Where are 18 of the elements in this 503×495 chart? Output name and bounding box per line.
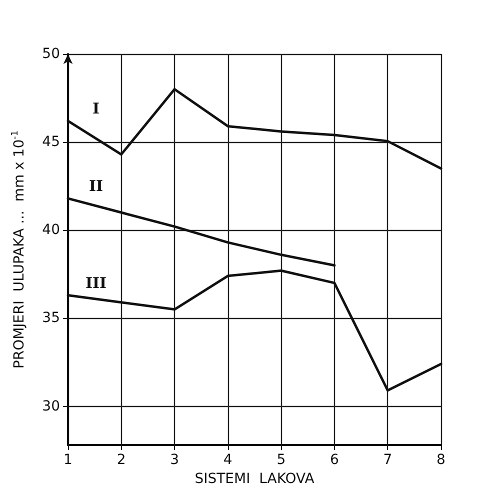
series-label: III (85, 274, 107, 292)
x-tick-label: 3 (170, 452, 180, 468)
y-tick-label: 30 (42, 398, 60, 414)
x-axis-title: SISTEMI LAKOVA (194, 470, 315, 487)
y-tick-label: 35 (42, 310, 60, 326)
x-tick-label: 8 (436, 452, 446, 468)
x-tick-label: 7 (383, 452, 392, 468)
y-tick-label: 50 (42, 46, 60, 62)
x-tick-label: 1 (64, 452, 72, 468)
y-tick-label: 40 (42, 222, 60, 238)
y-axis-title: PROMJERI ULUPAKA ... mm x 10-1 (10, 130, 28, 369)
series-label: II (88, 176, 104, 195)
x-tick-label: 6 (330, 452, 339, 468)
x-tick-label: 4 (223, 452, 232, 468)
series-label: I (92, 99, 100, 118)
y-tick-label: 45 (42, 134, 60, 150)
x-tick-label: 5 (276, 452, 286, 468)
x-tick-label: 2 (116, 452, 126, 468)
